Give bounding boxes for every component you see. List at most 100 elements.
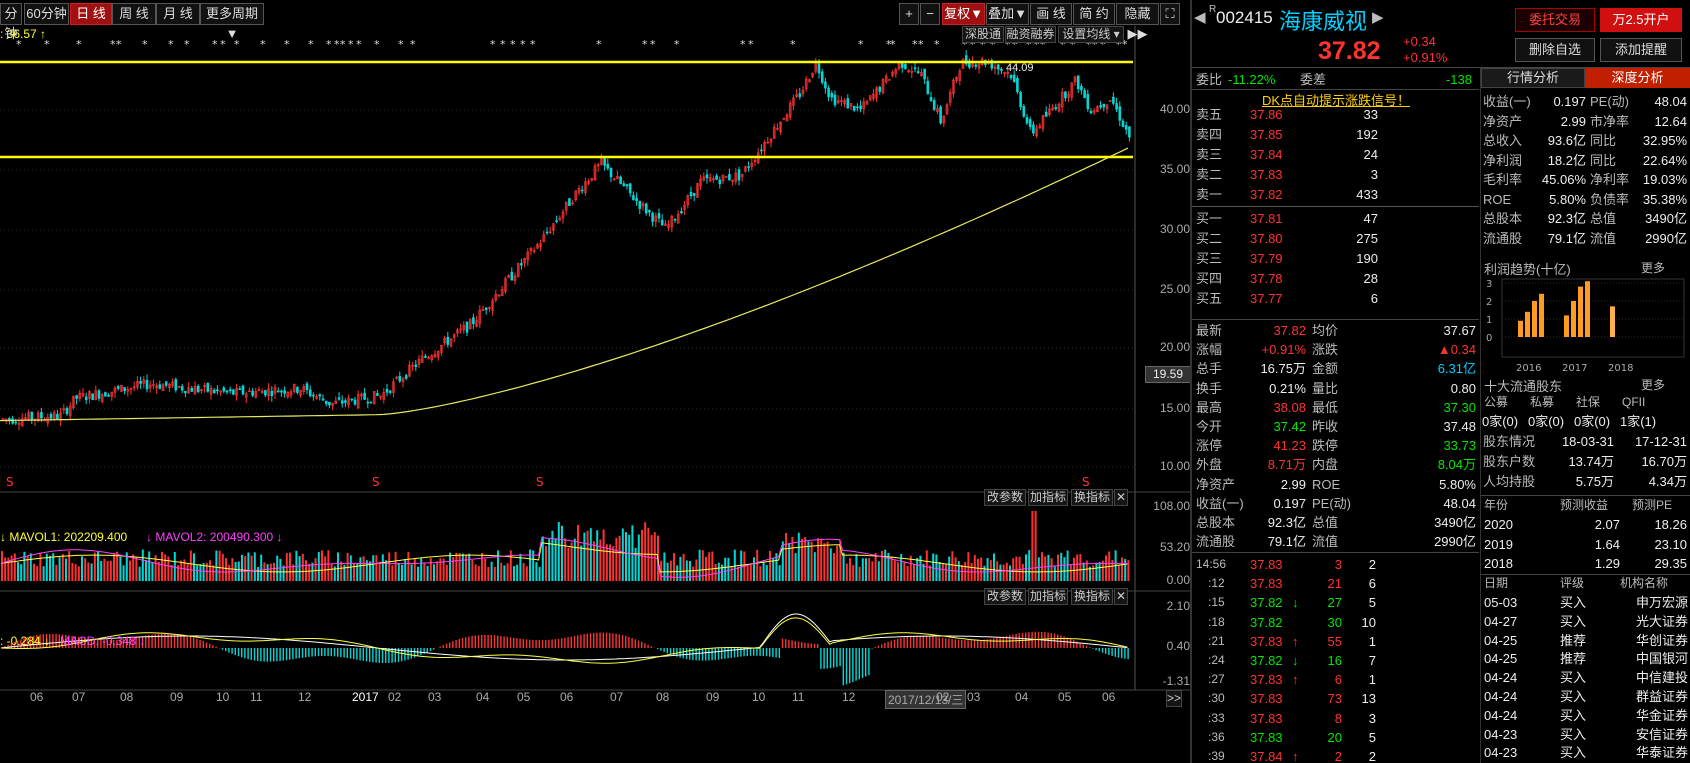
rating-date: 04-24 (1484, 707, 1518, 723)
macd-bar (829, 648, 832, 669)
toolbar-button-7[interactable]: ⛶ (1160, 3, 1180, 25)
volume-bar (660, 560, 663, 581)
toolbar-button-1[interactable]: − (920, 3, 940, 25)
toolbar-button-2[interactable]: 复权▼ (942, 3, 985, 25)
period-tab-1[interactable]: 60分钟 (24, 3, 69, 25)
toolbar-button-0[interactable]: + (899, 3, 919, 25)
macd-button-0[interactable]: 改参数 (984, 588, 1026, 605)
open-account-button[interactable]: 万2.5开户 (1600, 8, 1682, 32)
x-tick-label: 06 (560, 690, 574, 704)
fund-value: 48.04 (1654, 94, 1687, 109)
rating-grade: 推荐 (1560, 651, 1587, 667)
toolbar-button-5[interactable]: 简 约 (1073, 3, 1115, 25)
trend-more-link[interactable]: 更多 (1641, 261, 1666, 275)
macd-bar (721, 648, 723, 660)
candle-body (628, 183, 632, 194)
candle-body (395, 377, 398, 379)
macd-bar (890, 640, 892, 648)
macd-button-2[interactable]: 换指标 (1071, 588, 1113, 605)
last-price: 37.82 (1318, 37, 1381, 65)
tab-market-analysis[interactable]: 行情分析 (1481, 68, 1585, 88)
candle-body (62, 408, 66, 411)
volume-bar (781, 541, 784, 581)
x-tick-label: 03 (428, 690, 442, 704)
period-tab-5[interactable]: 更多周期▼ (200, 3, 264, 41)
fund-label: 负债率 (1590, 191, 1630, 207)
holders-more-link[interactable]: 更多 (1641, 378, 1666, 392)
add-alert-button[interactable]: 添加提醒 (1600, 38, 1682, 62)
kline-chart[interactable]: * * * * * * * * * * * * * * * * * * * * * * * * * * * * * * * * * * * ** * * *… (0, 26, 1190, 763)
quote-label: 外盘 (1196, 457, 1223, 473)
volume-bar (605, 544, 608, 581)
toolbar-button-6[interactable]: 隐藏▶▶ (1116, 3, 1159, 41)
overlay-button-2[interactable]: 设置均线 ▾ (1058, 26, 1124, 43)
candle-body (116, 386, 120, 389)
quote-value: ▲0.34 (1437, 342, 1476, 358)
period-tab-3[interactable]: 周 线 (112, 3, 156, 25)
overlay-button-1[interactable]: 融资融券 (1005, 26, 1056, 43)
macd-bar (1005, 635, 1008, 648)
candle-body (392, 381, 395, 393)
period-tab-0[interactable]: 分钟 (0, 3, 22, 41)
volume-bar (602, 529, 605, 581)
candle-body (446, 336, 450, 345)
macd-bar (791, 640, 793, 648)
quote-value: 8.04万 (1437, 457, 1476, 473)
candle-body (107, 395, 110, 397)
macd-bar (801, 642, 803, 648)
trend-bar (1571, 301, 1576, 337)
macd-bar (273, 648, 275, 662)
nav-next-icon[interactable]: ▶ (1372, 9, 1384, 26)
macd-button-1[interactable]: 加指标 (1028, 588, 1068, 605)
macd-bar (1069, 638, 1072, 648)
vol-button-1[interactable]: 加指标 (1028, 489, 1068, 506)
volume-bar (311, 562, 314, 581)
remove-watchlist-button[interactable]: 删除自选 (1515, 38, 1595, 62)
volume-bar (865, 558, 867, 581)
nav-prev-icon[interactable]: ◀ (1194, 9, 1206, 26)
macd-bar (1121, 648, 1123, 659)
candle-body (379, 395, 382, 398)
macd-bar (967, 640, 969, 648)
vol-button-0[interactable]: 改参数 (984, 489, 1026, 506)
trade-button[interactable]: 委托交易 (1515, 8, 1595, 32)
tab-deep-analysis[interactable]: 深度分析 (1585, 68, 1690, 88)
volume-bar (241, 554, 243, 581)
volume-bar (705, 556, 707, 581)
period-tab-4[interactable]: 月 线 (156, 3, 200, 25)
toolbar-button-3[interactable]: 叠加▼ (986, 3, 1029, 25)
macd-bar (551, 639, 553, 648)
macd-bar (807, 643, 809, 648)
macd-bar (887, 641, 889, 648)
volume-bar (410, 564, 413, 581)
candle-body (881, 79, 885, 94)
candle-body (14, 421, 18, 424)
quote-label: 净资产 (1196, 476, 1236, 492)
period-tab-2[interactable]: 日 线 (70, 3, 112, 25)
rating-grade: 买入 (1560, 726, 1587, 742)
candle-body (1096, 106, 1099, 113)
candle-body (456, 329, 459, 334)
x-nav-button[interactable]: >> (1166, 690, 1182, 707)
toolbar-button-4[interactable]: 画 线 (1030, 3, 1072, 25)
vol-button-3[interactable]: ✕ (1114, 489, 1128, 506)
macd-bar (116, 639, 118, 648)
overlay-button-0[interactable]: 深股通 (962, 26, 1004, 43)
tick-count: 5 (1368, 729, 1376, 745)
vol-button-2[interactable]: 换指标 (1071, 489, 1113, 506)
candle-body (65, 407, 69, 415)
macd-bar (506, 636, 508, 648)
volume-bar (599, 539, 602, 581)
candle-body (942, 115, 946, 124)
macd-bar (481, 634, 483, 648)
candle-body (356, 393, 360, 409)
rating-date: 04-25 (1484, 651, 1518, 667)
candle-body (1003, 72, 1006, 74)
macd-button-3[interactable]: ✕ (1114, 588, 1128, 605)
volume-bar (7, 557, 10, 581)
signal-link[interactable]: DK点自动提示涨跌信号！ (1261, 93, 1411, 108)
event-marker: * (886, 38, 892, 51)
macd-bar (250, 648, 252, 660)
macd-bar (209, 643, 211, 648)
volume-bar (42, 566, 45, 581)
